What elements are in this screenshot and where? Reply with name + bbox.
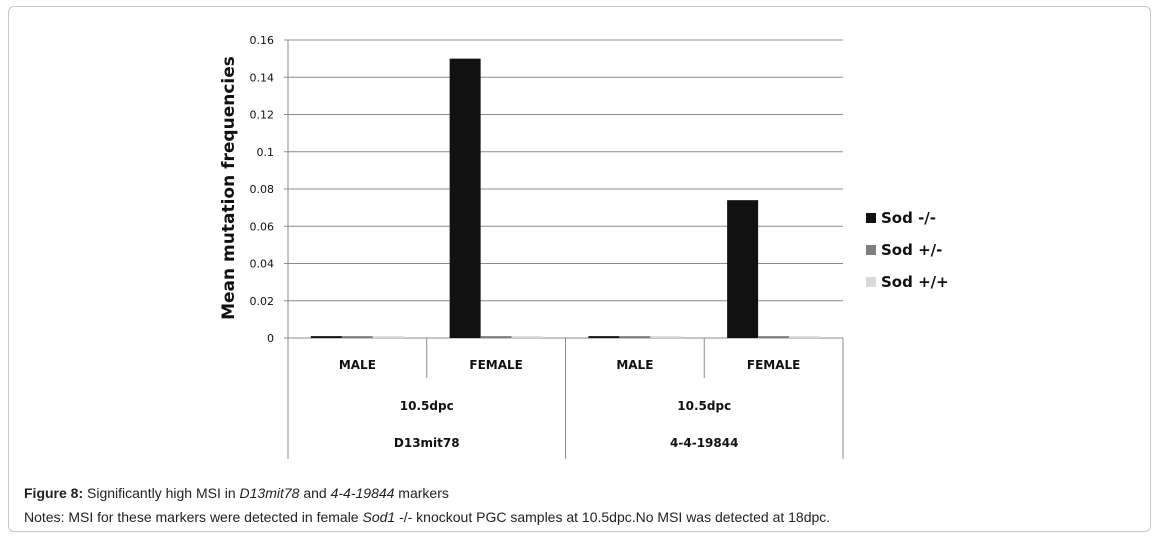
caption-marker-2: 4-4-19844 bbox=[330, 485, 395, 501]
legend-item-sod-plus-minus: Sod +/- bbox=[866, 234, 949, 266]
y-tick-label: 0.02 bbox=[250, 295, 275, 308]
y-axis-title: Mean mutation frequencies bbox=[219, 56, 239, 320]
legend-label-sod-plus-minus: Sod +/- bbox=[881, 241, 943, 259]
bar bbox=[727, 200, 759, 338]
bar bbox=[511, 336, 543, 338]
y-tick-label: 0.04 bbox=[250, 258, 275, 271]
y-tick-label: 0 bbox=[267, 332, 274, 345]
bar bbox=[341, 336, 373, 338]
legend-item-sod-plus-plus: Sod +/+ bbox=[866, 266, 949, 298]
y-tick-label: 0.06 bbox=[250, 220, 275, 233]
caption-notes-1: Notes: MSI for these markers were detect… bbox=[24, 509, 363, 525]
caption-title-line: Figure 8: Significantly high MSI in D13m… bbox=[24, 481, 830, 505]
y-tick-label: 0.1 bbox=[257, 146, 275, 159]
caption-notes-2: -/- knockout PGC samples at 10.5dpc.No M… bbox=[395, 509, 831, 525]
bar bbox=[480, 336, 512, 338]
x-marker-label: 4-4-19844 bbox=[670, 436, 738, 450]
y-tick-label: 0.12 bbox=[250, 109, 275, 122]
bar bbox=[310, 336, 342, 338]
bar bbox=[619, 336, 651, 338]
legend-label-sod-minus-minus: Sod -/- bbox=[881, 209, 936, 227]
chart-legend: Sod -/- Sod +/- Sod +/+ bbox=[866, 202, 949, 298]
x-group-label: 10.5dpc bbox=[677, 399, 731, 413]
legend-item-sod-minus-minus: Sod -/- bbox=[866, 202, 949, 234]
y-tick-label: 0.14 bbox=[250, 71, 275, 84]
caption-marker-1: D13mit78 bbox=[239, 485, 300, 501]
x-category-label: MALE bbox=[616, 358, 653, 372]
x-category-label: FEMALE bbox=[469, 358, 522, 372]
bar bbox=[588, 336, 620, 338]
x-group-label: 10.5dpc bbox=[400, 399, 454, 413]
figure-caption: Figure 8: Significantly high MSI in D13m… bbox=[24, 481, 830, 529]
bar bbox=[789, 336, 821, 338]
bar bbox=[650, 336, 682, 338]
bar bbox=[372, 336, 404, 338]
figure-frame bbox=[8, 6, 1151, 532]
x-marker-label: D13mit78 bbox=[394, 436, 460, 450]
y-tick-label: 0.16 bbox=[250, 34, 275, 47]
legend-swatch-sod-minus-minus bbox=[866, 213, 876, 223]
x-category-label: MALE bbox=[339, 358, 376, 372]
caption-text-1: Significantly high MSI in bbox=[83, 485, 240, 501]
legend-swatch-sod-plus-minus bbox=[866, 245, 876, 255]
caption-gene: Sod1 bbox=[362, 509, 396, 525]
caption-text-3: markers bbox=[394, 485, 449, 501]
caption-text-2: and bbox=[299, 485, 331, 501]
y-tick-label: 0.08 bbox=[250, 183, 275, 196]
figure-label: Figure 8: bbox=[24, 485, 84, 501]
bar bbox=[758, 336, 790, 338]
legend-label-sod-plus-plus: Sod +/+ bbox=[881, 273, 949, 291]
caption-notes-line: Notes: MSI for these markers were detect… bbox=[24, 505, 830, 529]
legend-swatch-sod-plus-plus bbox=[866, 277, 876, 287]
bar bbox=[449, 58, 481, 338]
x-category-label: FEMALE bbox=[747, 358, 800, 372]
